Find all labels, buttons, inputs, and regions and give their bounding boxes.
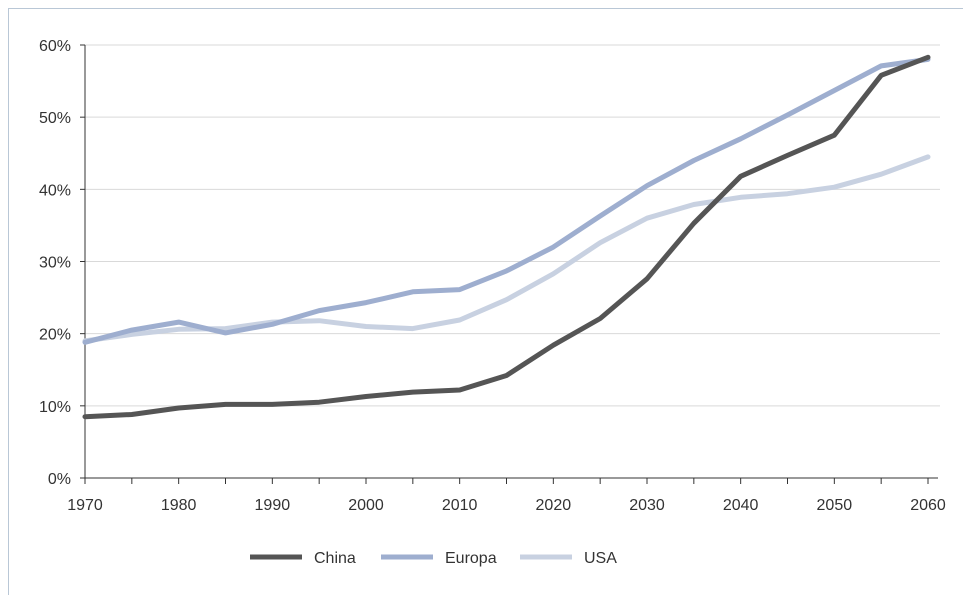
y-tick-label: 0% [48, 471, 71, 488]
y-tick-label: 30% [39, 255, 71, 272]
x-tick-label: 2000 [348, 497, 384, 514]
y-tick-label: 40% [39, 182, 71, 199]
legend-label: USA [584, 550, 617, 567]
x-tick-label: 2040 [723, 497, 759, 514]
series-line-china [82, 54, 931, 420]
chart-frame [8, 8, 963, 595]
legend: China Europa USA [250, 550, 617, 567]
legend-item-china: China [250, 550, 356, 567]
y-tick-label: 20% [39, 327, 71, 344]
x-tick-label: 2060 [910, 497, 946, 514]
series-lines [82, 54, 931, 420]
x-tick-label: 2020 [536, 497, 572, 514]
x-axis-ticks: 1970 1980 1990 2000 2010 2020 2030 2040 2050 2060 [67, 478, 946, 514]
legend-label: Europa [445, 550, 497, 567]
legend-item-europa: Europa [381, 550, 497, 567]
x-tick-label: 1970 [67, 497, 103, 514]
gridlines [85, 44, 940, 407]
x-tick-label: 1980 [161, 497, 197, 514]
legend-label: China [314, 550, 356, 567]
y-tick-label: 50% [39, 110, 71, 127]
x-tick-label: 1990 [255, 497, 291, 514]
x-tick-label: 2010 [442, 497, 478, 514]
x-tick-label: 2050 [817, 497, 853, 514]
series-line-usa [82, 154, 931, 344]
y-tick-label: 10% [39, 399, 71, 416]
legend-item-usa: USA [520, 550, 617, 567]
x-tick-label: 2030 [629, 497, 665, 514]
y-axis-ticks: 0% 10% 20% 30% 40% 50% 60% [39, 38, 85, 488]
series-line-europa [82, 56, 931, 345]
y-tick-label: 60% [39, 38, 71, 55]
